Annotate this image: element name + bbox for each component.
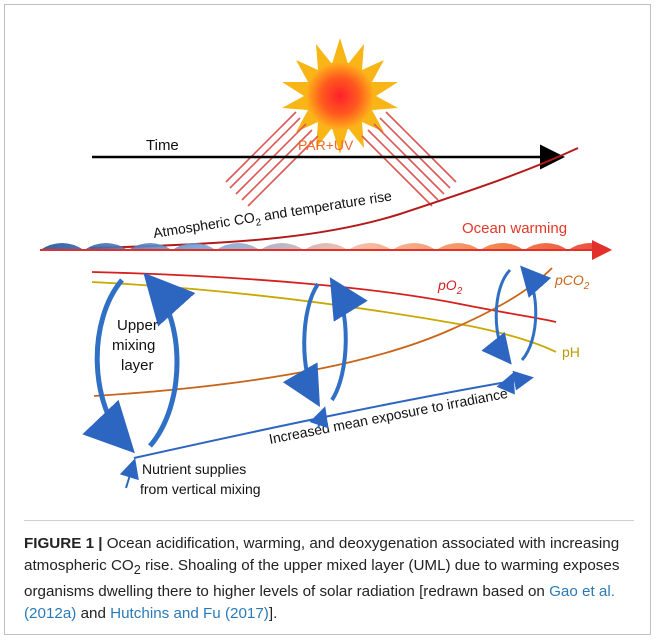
upper-mixing-loop: [82, 272, 196, 454]
middle-mixing-loop: [282, 277, 368, 407]
reference-link-hutchins[interactable]: Hutchins and Fu (2017): [110, 605, 269, 623]
caption-sub: 2: [133, 563, 141, 578]
par-uv-label: PAR+UV: [298, 137, 354, 153]
solar-rays-right: [361, 111, 457, 207]
solar-rays-left: [225, 111, 319, 207]
caption-divider: [24, 520, 634, 521]
ph-label: pH: [562, 344, 580, 360]
pco2-curve: [93, 267, 553, 397]
nutrient-label-1: Nutrient supplies: [142, 461, 246, 477]
figure-frame: [4, 4, 651, 635]
caption-text-3: and: [76, 605, 111, 623]
nutrient-arrows: [119, 372, 515, 489]
nutrient-label-2: from vertical mixing: [140, 481, 261, 497]
atmospheric-co2-label: Atmospheric CO2 and temperature rise: [152, 187, 394, 245]
small-mixing-loop: [481, 265, 552, 365]
pco2-label: pCO2: [554, 272, 590, 292]
upper-mixing-label-3: layer: [121, 357, 154, 374]
caption-text-1: Ocean acidification, warming, and deoxyg…: [24, 535, 620, 574]
sun-icon: [282, 38, 398, 154]
caption-text-2: rise. Shoaling of the upper mixed layer …: [24, 557, 620, 601]
caption-text-4: ].: [268, 605, 278, 623]
po2-label: pO2: [437, 277, 463, 297]
atmospheric-co2-curve: [89, 147, 579, 249]
ocean-warming-label: Ocean warming: [462, 220, 567, 237]
irradiance-label: Increased mean exposure to irradiance: [268, 385, 510, 447]
ocean-diagram: Time PAR+UV Atmospheric CO2 and temperat…: [40, 38, 612, 497]
ocean-waves: [40, 240, 612, 260]
po2-curve: [91, 271, 557, 323]
irradiance-arrow: [133, 370, 534, 459]
time-label: Time: [146, 137, 179, 154]
upper-mixing-label-2: mixing: [112, 337, 155, 354]
reference-link-gao[interactable]: Gao et al. (2012a): [24, 583, 615, 623]
figure-caption: FIGURE 1 | Ocean acidification, warming,…: [24, 533, 634, 625]
figure-label: FIGURE 1 |: [24, 535, 103, 552]
upper-mixing-label-1: Upper: [117, 317, 158, 334]
ph-curve: [91, 281, 557, 353]
